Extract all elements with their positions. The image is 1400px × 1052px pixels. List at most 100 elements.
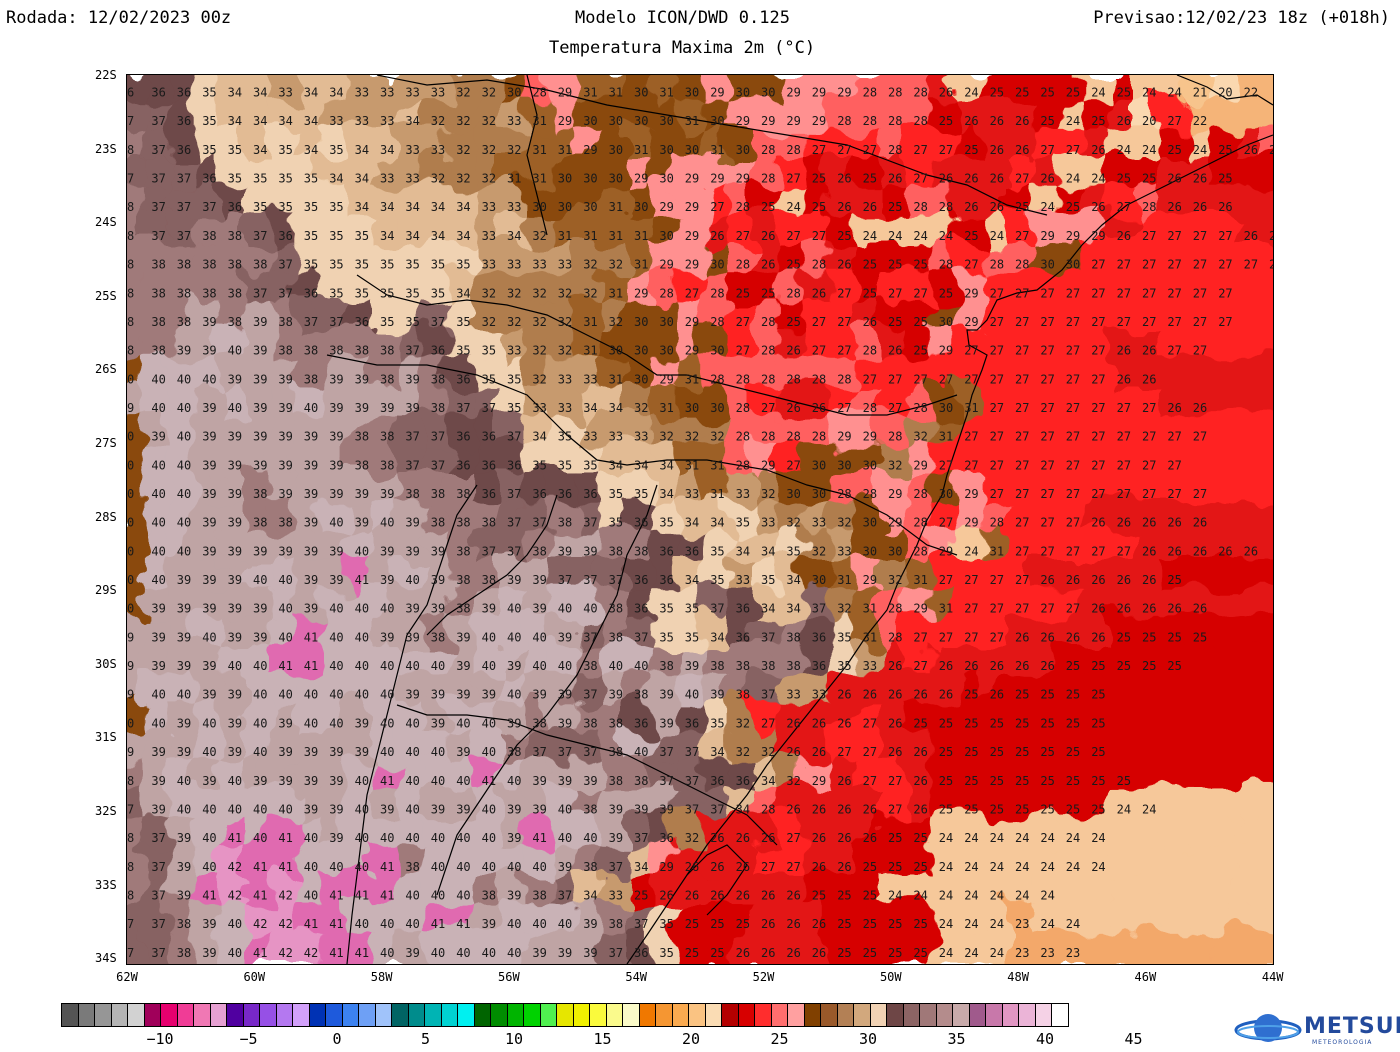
temperature-value: 37 — [507, 430, 521, 444]
temperature-value: 29 — [685, 172, 699, 186]
temperature-value: 27 — [1040, 401, 1054, 415]
temperature-value: 37 — [329, 315, 343, 329]
temperature-value: 33 — [329, 114, 343, 128]
temperature-value: 39 — [329, 401, 343, 415]
temperature-value: 38 — [583, 659, 597, 673]
temperature-value: 26 — [710, 229, 724, 243]
temperature-value: 26 — [1066, 630, 1080, 644]
temperature-cell — [1209, 931, 1237, 964]
temperature-value: 31 — [685, 114, 699, 128]
temperature-value: 26 — [1244, 544, 1258, 558]
temperature-value: 40 — [380, 716, 394, 730]
temperature-value: 37 — [685, 745, 699, 759]
temperature-value: 39 — [456, 659, 470, 673]
lat-label: 32S — [95, 804, 117, 818]
temperature-value: 37 — [304, 315, 318, 329]
temperature-value: 39 — [177, 860, 191, 874]
temperature-value: 26 — [1015, 143, 1029, 157]
temperature-value: 26 — [1142, 573, 1156, 587]
temperature-value: 40 — [355, 630, 369, 644]
temperature-value: 39 — [202, 401, 216, 415]
temperature-value: 27 — [1015, 487, 1029, 501]
temperature-value: 34 — [253, 143, 267, 157]
temperature-value: 30 — [659, 344, 673, 358]
metsul-logo: METSUL METEOROLOGIA — [1232, 1006, 1400, 1048]
temperature-value: 39 — [329, 544, 343, 558]
temperature-value: 35 — [659, 946, 673, 960]
temperature-value: 25 — [939, 114, 953, 128]
temperature-value: 36 — [634, 716, 648, 730]
temperature-value: 28 — [812, 372, 826, 386]
temperature-value: 39 — [278, 487, 292, 501]
temperature-value: 37 — [532, 516, 546, 530]
temperature-value: 25 — [710, 917, 724, 931]
temperature-value: 33 — [558, 372, 572, 386]
temperature-value: 24 — [964, 946, 978, 960]
temperature-value: 31 — [710, 458, 724, 472]
color-swatch — [704, 1003, 722, 1027]
temperature-cell — [1260, 185, 1273, 223]
temperature-value: 25 — [990, 86, 1004, 100]
temperature-value: 39 — [507, 573, 521, 587]
temperature-value: 28 — [736, 430, 750, 444]
temperature-value: 38 — [228, 229, 242, 243]
temperature-value: 24 — [1066, 860, 1080, 874]
temperature-value: 28 — [913, 200, 927, 214]
temperature-value: 40 — [431, 774, 445, 788]
temperature-value: 28 — [761, 143, 775, 157]
temperature-value: 34 — [228, 86, 242, 100]
temperature-value: 24 — [1066, 172, 1080, 186]
temperature-value: 30 — [558, 172, 572, 186]
temperature-value: 41 — [278, 831, 292, 845]
temperature-value: 39 — [304, 802, 318, 816]
temperature-value: 40 — [202, 745, 216, 759]
temperature-value: 29 — [1040, 229, 1054, 243]
temperature-value: 26 — [1117, 516, 1131, 530]
temperature-value: 39 — [151, 774, 165, 788]
temperature-value: 40 — [228, 401, 242, 415]
temperature-value: 27 — [888, 802, 902, 816]
temperature-value: 26 — [1117, 229, 1131, 243]
temperature-value: 33 — [736, 573, 750, 587]
temperature-value: 27 — [837, 344, 851, 358]
temperature-value: 32 — [685, 430, 699, 444]
temperature-value: 29 — [888, 516, 902, 530]
temperature-value: 40 — [228, 774, 242, 788]
color-swatch — [308, 1003, 326, 1027]
temperature-value: 27 — [939, 630, 953, 644]
temperature-value: 39 — [710, 688, 724, 702]
temperature-value: 35 — [456, 258, 470, 272]
temperature-value: 26 — [736, 888, 750, 902]
temperature-value: 0 — [127, 372, 134, 386]
temperature-value: 29 — [913, 602, 927, 616]
temperature-value: 39 — [558, 630, 572, 644]
temperature-value: 40 — [456, 946, 470, 960]
temperature-value: 35 — [304, 258, 318, 272]
temperature-value: 25 — [1142, 659, 1156, 673]
temperature-value: 26 — [736, 946, 750, 960]
temperature-value: 26 — [786, 745, 800, 759]
temperature-value: 27 — [1218, 315, 1232, 329]
temperature-value: 27 — [1040, 602, 1054, 616]
temperature-value: 27 — [964, 430, 978, 444]
temperature-value: 33 — [507, 258, 521, 272]
temperature-value: 40 — [177, 688, 191, 702]
temperature-value: 29 — [786, 86, 800, 100]
temperature-value: 40 — [304, 831, 318, 845]
color-swatch — [655, 1003, 673, 1027]
temperature-value: 34 — [710, 745, 724, 759]
temperature-value: 40 — [431, 946, 445, 960]
temperature-value: 39 — [304, 458, 318, 472]
temperature-value: 25 — [913, 946, 927, 960]
temperature-value: 40 — [482, 745, 496, 759]
color-swatch — [473, 1003, 491, 1027]
model-name-label: Modelo ICON/DWD 0.125 — [575, 8, 790, 28]
temperature-value: 36 — [304, 286, 318, 300]
temperature-value: 26 — [1193, 172, 1207, 186]
temperature-value: 38 — [202, 286, 216, 300]
temperature-value: 37 — [456, 401, 470, 415]
lat-label: 25S — [95, 288, 117, 303]
temperature-value: 26 — [812, 745, 826, 759]
temperature-value: 29 — [964, 487, 978, 501]
temperature-value: 26 — [786, 344, 800, 358]
